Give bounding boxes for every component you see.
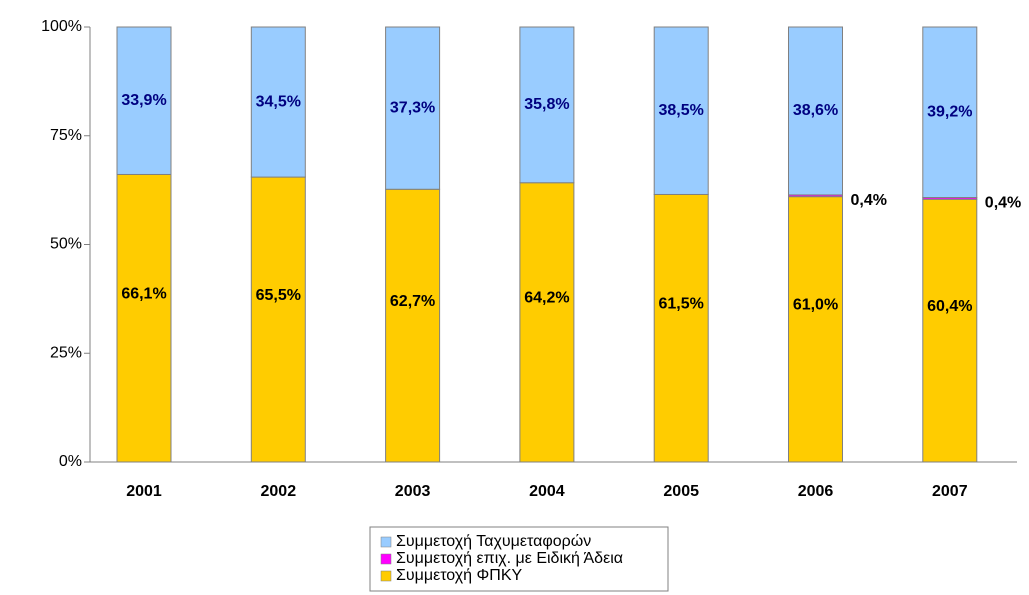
value-label: 39,2%: [927, 103, 972, 120]
y-tick-label: 0%: [59, 453, 82, 470]
y-tick-label: 25%: [50, 344, 82, 361]
bar-segment: [788, 26, 843, 196]
bar-segment: [519, 182, 575, 463]
x-tick-label: 2001: [126, 483, 162, 500]
bar-segment: [385, 188, 441, 463]
value-label: 64,2%: [524, 290, 569, 307]
x-tick-label: 2003: [395, 483, 431, 500]
bar-segment: [922, 198, 978, 463]
y-tick-label: 100%: [41, 18, 82, 35]
value-label: 35,8%: [524, 96, 569, 113]
x-tick-label: 2006: [798, 483, 834, 500]
value-label: 38,6%: [793, 102, 838, 119]
bar-segment: [519, 26, 575, 184]
value-label: 0,4%: [985, 195, 1021, 212]
legend-box: [369, 526, 669, 592]
x-tick-label: 2004: [529, 483, 565, 500]
legend-label: Συμμετοχή επιχ. με Ειδική Άδεια: [396, 550, 623, 567]
value-label: 37,3%: [390, 99, 435, 116]
bar-segment: [116, 173, 172, 463]
legend-label: Συμμετοχή ΦΠΚΥ: [396, 567, 523, 584]
value-label: 61,0%: [793, 297, 838, 314]
value-label: 33,9%: [121, 92, 166, 109]
legend-label: Συμμετοχή Ταχυμεταφορών: [396, 533, 591, 550]
bar-segment: [250, 26, 306, 178]
bar-segment: [653, 26, 709, 195]
x-tick-label: 2002: [261, 483, 297, 500]
bar-segment: [385, 26, 441, 190]
bar-segment: [788, 196, 843, 463]
bar-segment: [653, 193, 709, 463]
legend-swatch: [380, 553, 392, 565]
value-label: 38,5%: [659, 102, 704, 119]
legend-swatch: [380, 536, 392, 548]
x-tick-label: 2005: [663, 483, 699, 500]
value-label: 66,1%: [121, 285, 166, 302]
value-label: 0,4%: [851, 192, 887, 209]
bar-segment: [922, 26, 978, 199]
value-label: 60,4%: [927, 298, 972, 315]
bar-segment: [116, 26, 172, 175]
value-label: 65,5%: [256, 287, 301, 304]
y-tick-label: 75%: [50, 127, 82, 144]
legend-swatch: [380, 570, 392, 582]
x-tick-label: 2007: [932, 483, 968, 500]
y-tick-label: 50%: [50, 236, 82, 253]
value-label: 34,5%: [256, 93, 301, 110]
bar-segment: [250, 176, 306, 463]
value-label: 62,7%: [390, 293, 435, 310]
value-label: 61,5%: [659, 295, 704, 312]
